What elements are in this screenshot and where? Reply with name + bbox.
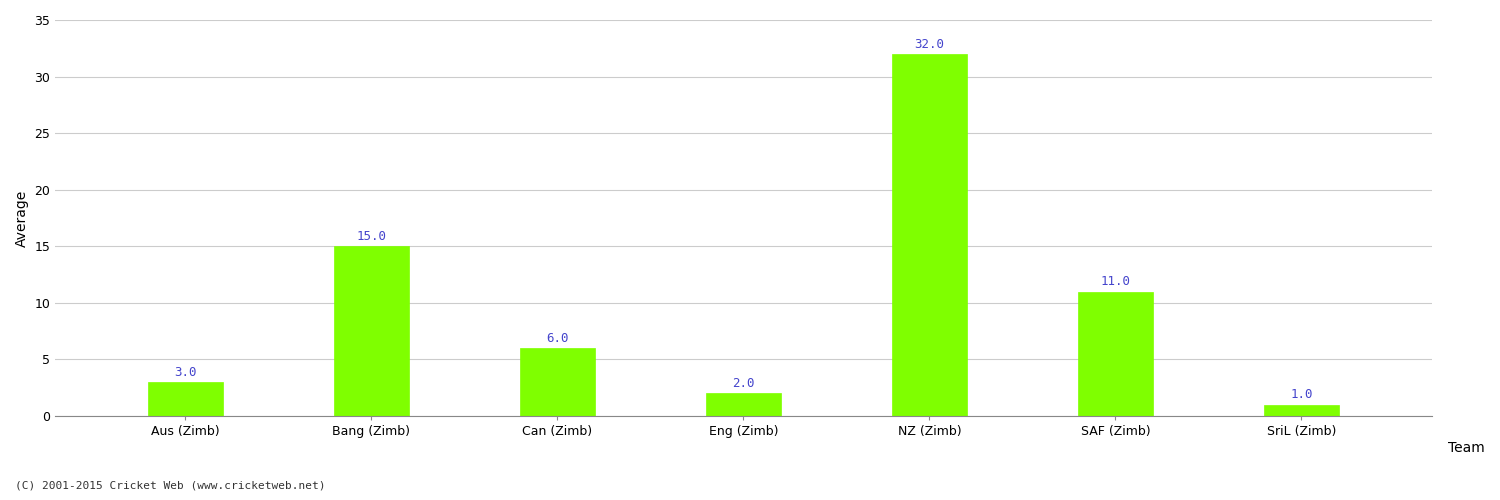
Bar [706, 394, 780, 416]
Bar [148, 382, 222, 416]
Text: 2.0: 2.0 [732, 377, 754, 390]
Text: Team: Team [1448, 441, 1485, 455]
Bar [1078, 292, 1152, 416]
Text: 15.0: 15.0 [357, 230, 387, 243]
Text: 3.0: 3.0 [174, 366, 196, 378]
Bar [892, 54, 966, 416]
Y-axis label: Average: Average [15, 190, 28, 246]
Bar [520, 348, 594, 416]
Text: 11.0: 11.0 [1101, 275, 1131, 288]
Bar [334, 246, 408, 416]
Text: 1.0: 1.0 [1290, 388, 1312, 402]
Text: 32.0: 32.0 [915, 38, 945, 51]
Text: 6.0: 6.0 [546, 332, 568, 344]
Bar [1264, 404, 1338, 416]
Text: (C) 2001-2015 Cricket Web (www.cricketweb.net): (C) 2001-2015 Cricket Web (www.cricketwe… [15, 480, 326, 490]
